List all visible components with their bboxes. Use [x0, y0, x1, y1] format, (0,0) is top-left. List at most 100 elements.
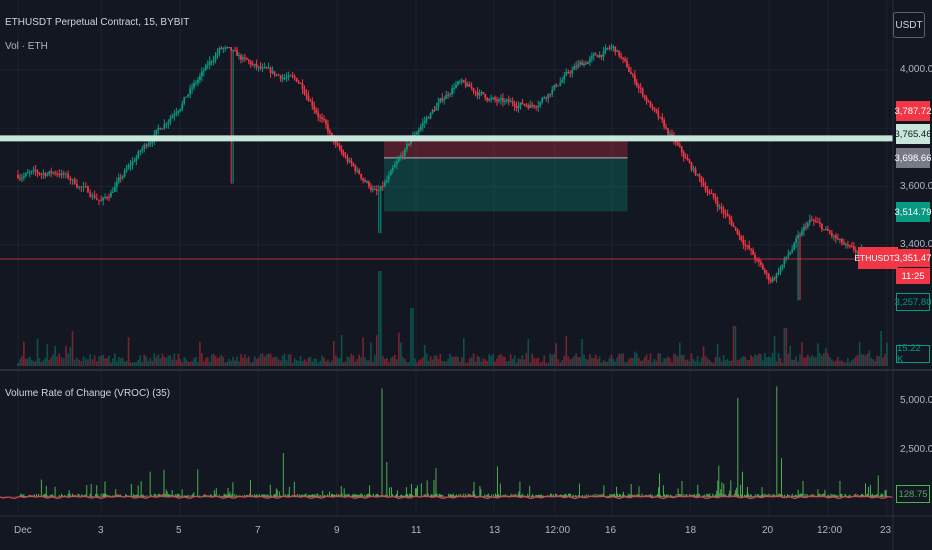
candle-body [21, 177, 23, 179]
candle-body [257, 66, 260, 68]
volume-bar [667, 356, 669, 366]
volume-bar [311, 361, 314, 366]
volume-bar [443, 361, 446, 366]
volume-bar [100, 355, 102, 366]
volume-bar [412, 308, 414, 366]
volume-bar [419, 359, 422, 366]
candle-body [832, 235, 835, 237]
candle-body [763, 269, 766, 273]
candle-body [769, 279, 772, 282]
candle-body [60, 173, 63, 176]
volume-bar [730, 360, 733, 366]
volume-bar [612, 358, 615, 366]
volume-bar [291, 362, 294, 366]
time-label: 7 [255, 525, 261, 536]
currency-button[interactable]: USDT [893, 12, 925, 38]
volume-bar [704, 355, 707, 366]
candle-body [553, 84, 556, 90]
candle-body [366, 181, 368, 183]
candle-body [541, 98, 544, 103]
volume-bar [606, 361, 609, 366]
candle-body [814, 221, 817, 223]
candle-body [653, 107, 656, 110]
time-label: 9 [334, 525, 340, 536]
volume-bar [28, 356, 31, 366]
volume-bar [470, 357, 473, 366]
volume-bar [372, 361, 374, 366]
candle-body [131, 161, 134, 165]
volume-bar [726, 358, 729, 366]
volume-bar [354, 361, 357, 366]
volume-bar [505, 361, 508, 366]
candle-body [84, 186, 87, 188]
candle-body [147, 144, 150, 147]
volume-bar [141, 362, 144, 366]
volume-bar [541, 361, 544, 366]
volume-bar [671, 362, 673, 366]
candle-body [212, 60, 215, 62]
candle-body [830, 232, 833, 236]
candle-body [738, 234, 741, 236]
candle-body [680, 146, 683, 153]
volume-bar [634, 351, 636, 366]
volume-bar [234, 360, 236, 366]
volume-bar [143, 354, 146, 366]
volume-bar [700, 357, 703, 366]
volume-bar [815, 357, 817, 366]
candle-body [110, 192, 112, 198]
candle-body [852, 246, 855, 250]
candle-body [165, 123, 168, 125]
candle-body [415, 132, 418, 135]
volume-bar [645, 354, 648, 366]
volume-bar [249, 362, 252, 366]
candle-body [425, 117, 428, 121]
candle-body [379, 185, 382, 191]
candle-body [163, 124, 166, 129]
volume-bar [267, 353, 270, 366]
volume-bar [543, 355, 546, 366]
volume-bar [474, 361, 477, 366]
volume-bar [169, 355, 172, 366]
volume-bar [247, 356, 250, 366]
candle-body [724, 213, 727, 215]
volume-bar [486, 361, 489, 366]
volume-bar [764, 353, 766, 366]
candle-body [437, 102, 440, 107]
candle-body [594, 54, 597, 56]
candle-body [771, 278, 774, 282]
candle-body [531, 104, 534, 106]
volume-bar [98, 356, 100, 366]
candle-body [458, 81, 461, 83]
candle-body [198, 76, 201, 80]
volume-bar [653, 359, 656, 366]
volume-bar [525, 353, 528, 366]
candle-body [30, 171, 33, 173]
candle-body [313, 105, 316, 110]
candle-body [157, 128, 160, 130]
volume-bar [760, 353, 762, 366]
volume-bar [684, 360, 687, 366]
candle-body [44, 173, 47, 176]
volume-bar [390, 357, 392, 366]
position-box[interactable] [384, 138, 628, 212]
candle-body [28, 172, 31, 174]
candle-body [334, 141, 337, 144]
candle-body [761, 264, 764, 270]
volume-bar [127, 337, 130, 366]
candle-body [785, 256, 788, 259]
candle-body [767, 274, 770, 280]
candle-body [183, 97, 186, 104]
volume-bar [845, 362, 847, 366]
volume-bar [449, 353, 451, 366]
candle-body [535, 106, 538, 108]
volume-bar [657, 353, 660, 366]
volume-bar [610, 354, 613, 366]
candle-body [453, 87, 455, 89]
candle-body [476, 92, 479, 96]
volume-bar [565, 336, 568, 366]
volume-bar [811, 355, 813, 366]
price-levels[interactable] [0, 135, 893, 260]
volume-bar [740, 358, 743, 366]
volume-bar [872, 359, 875, 366]
